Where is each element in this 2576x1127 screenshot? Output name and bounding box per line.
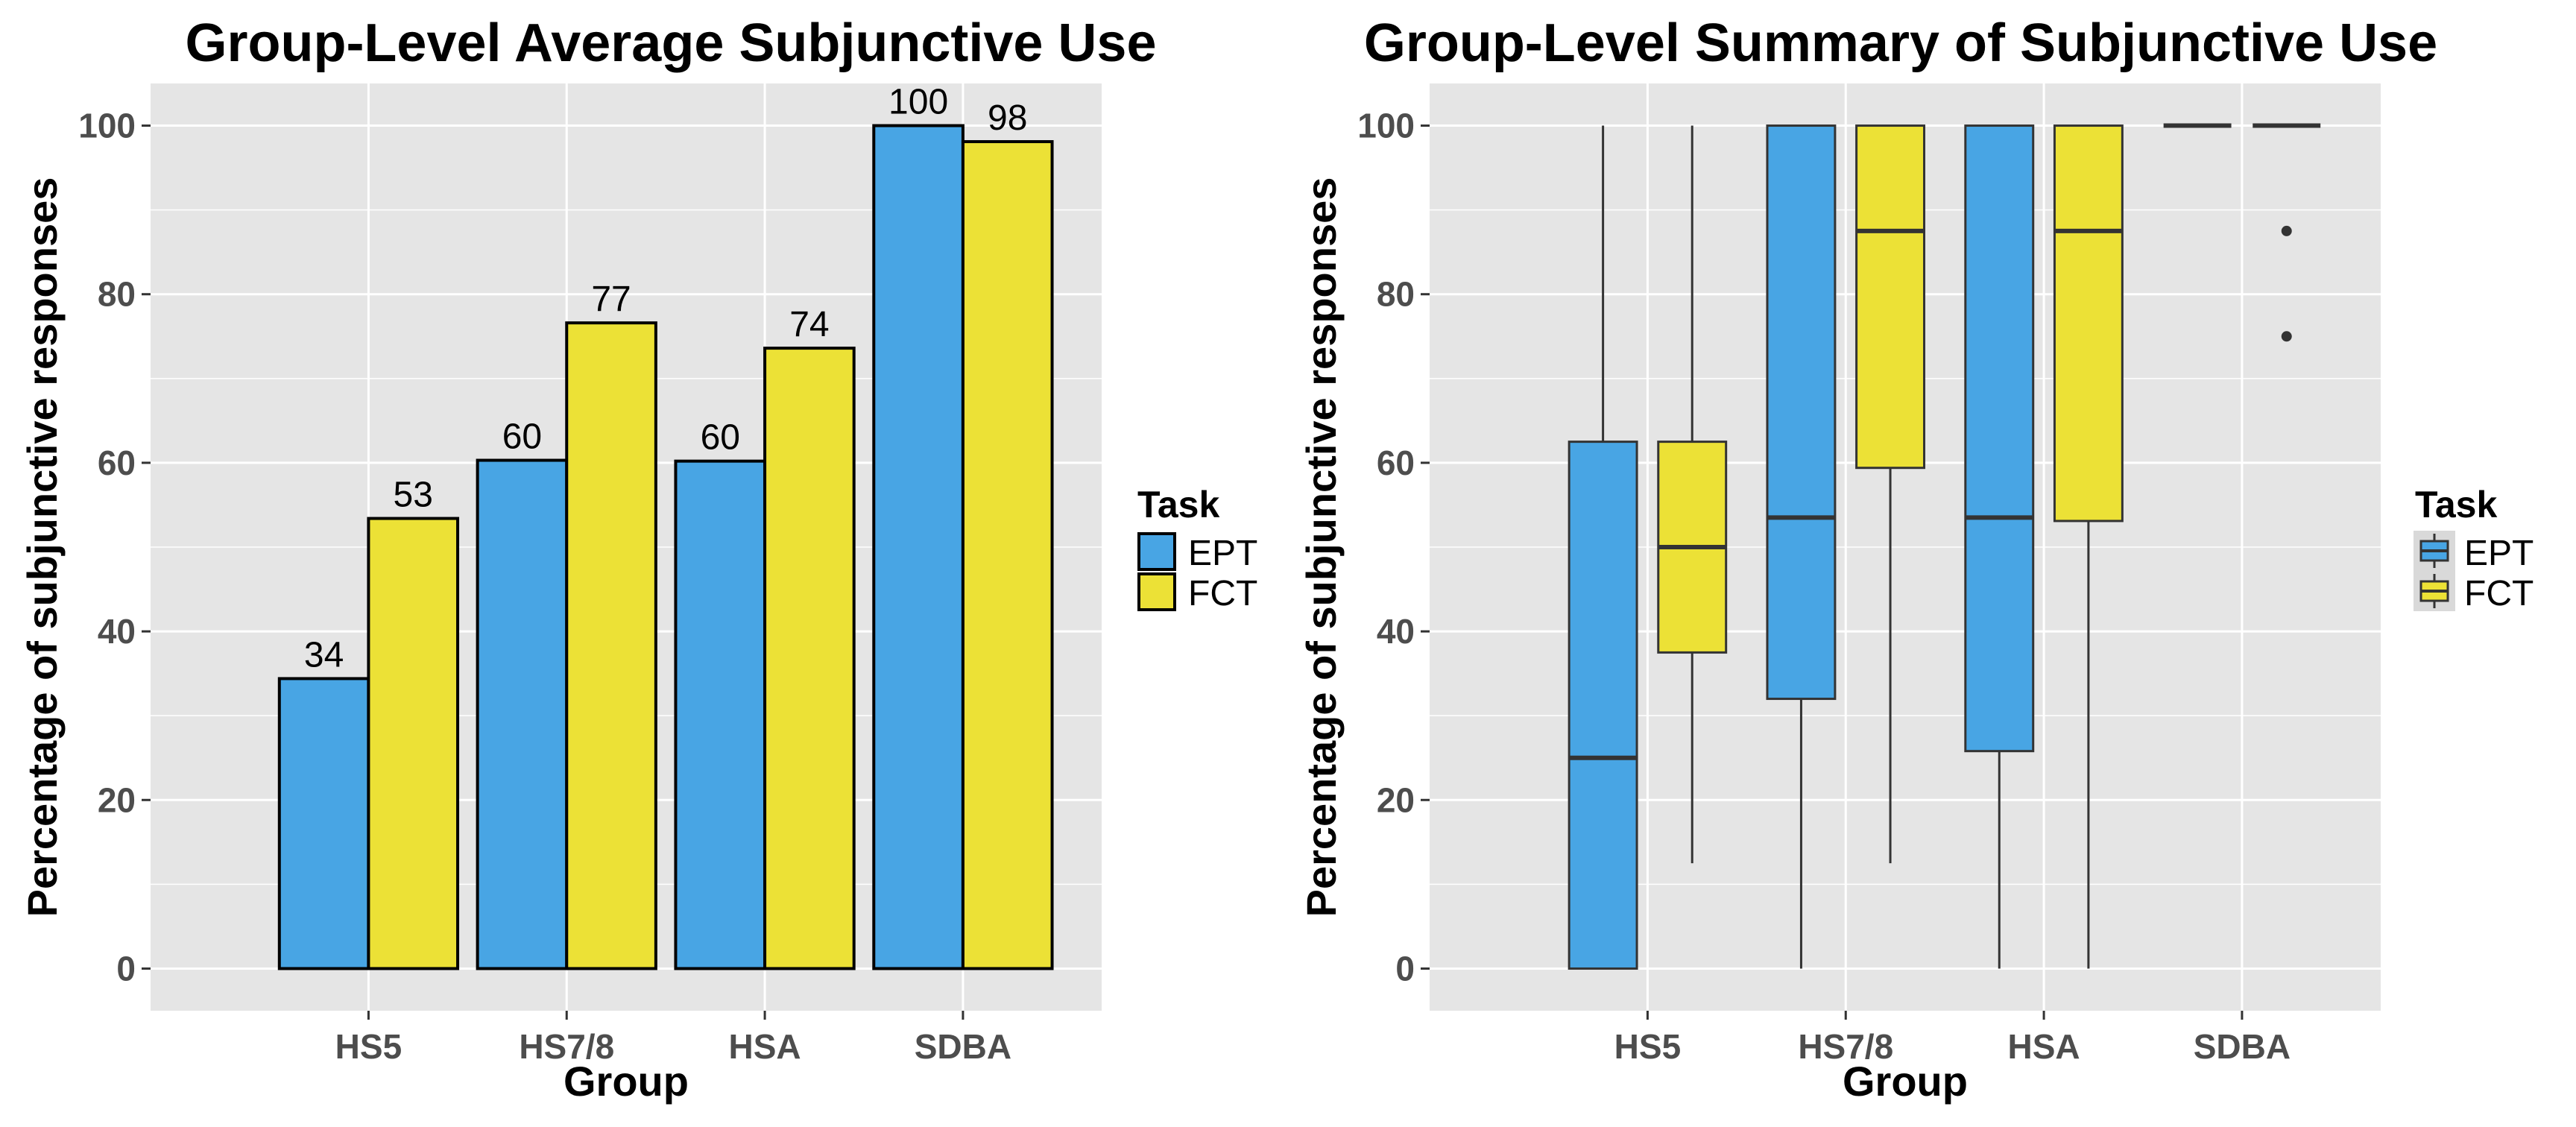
legend-key-fct (1137, 572, 1176, 611)
legend-key-fct (2419, 574, 2449, 608)
x-axis-title: Group (1843, 1058, 1968, 1105)
x-tick-label: SDBA (915, 1027, 1011, 1066)
outlier-point (2281, 225, 2292, 236)
data-label-ept-hs5: 34 (304, 635, 344, 675)
legend: Task EPT FCT (2414, 484, 2534, 613)
box-fct-hsa (2053, 124, 2124, 969)
y-tick-label: 100 (1357, 107, 1415, 145)
bar-fct-hsa (763, 347, 856, 970)
data-label-ept-sdba: 100 (888, 83, 948, 122)
chart-title: Group-Level Average Subjunctive Use (185, 13, 1156, 73)
legend-key-ept (1137, 532, 1176, 571)
x-tick-label: HSA (729, 1027, 801, 1066)
legend-label-ept: EPT (1188, 534, 1257, 573)
y-tick-label: 60 (98, 443, 136, 482)
bar-fct-hs7-8 (565, 321, 657, 970)
data-label-fct-hs7-8: 77 (591, 280, 631, 319)
bar-ept-hs7-8 (476, 458, 569, 970)
x-tick-label: HS5 (1614, 1027, 1681, 1066)
y-tick-label: 0 (1395, 949, 1415, 988)
data-label-ept-hs7-8: 60 (502, 417, 542, 457)
box-body (1766, 124, 1837, 701)
y-axis-title: Percentage of subjunctive responses (1298, 177, 1345, 918)
legend-label-fct: FCT (2464, 574, 2534, 613)
outlier-point (2281, 331, 2292, 342)
y-tick-label: 0 (116, 949, 136, 988)
y-axis: 0 20 40 60 80 100 (78, 107, 151, 988)
bar-chart: Group-Level Average Subjunctive Use 34 60… (19, 13, 1257, 1105)
x-axis-title: Group (564, 1058, 689, 1105)
box-ept-hs7-8 (1766, 124, 1837, 969)
bars (277, 124, 1054, 970)
bar-fct-sdba (961, 140, 1054, 970)
bar-ept-hs5 (277, 677, 370, 970)
chart-title: Group-Level Summary of Subjunctive Use (1364, 13, 2437, 73)
x-axis: HS5 HS7/8 HSA SDBA (335, 1011, 1011, 1066)
x-tick-label: HS5 (335, 1027, 402, 1066)
y-tick-label: 40 (98, 612, 136, 651)
y-tick-label: 100 (78, 107, 136, 145)
x-tick-label: HS7/8 (1798, 1027, 1893, 1066)
legend: Task EPT FCT (1137, 484, 1257, 613)
y-tick-label: 80 (1377, 275, 1415, 314)
boxes (1568, 123, 2321, 970)
bar-ept-sdba (872, 124, 965, 970)
legend-label-ept: EPT (2464, 534, 2534, 573)
legend-title: Task (1137, 484, 1219, 525)
data-label-fct-hs5: 53 (394, 476, 433, 515)
box-body (2053, 124, 2124, 523)
box-ept-hs5 (1568, 125, 1638, 970)
box-body (1855, 124, 1926, 470)
x-tick-label: HSA (2008, 1027, 2080, 1066)
x-tick-label: SDBA (2194, 1027, 2291, 1066)
y-tick-label: 60 (1377, 443, 1415, 482)
bar-ept-hsa (674, 459, 767, 970)
box-fct-hs7-8 (1855, 124, 1926, 864)
data-label-fct-sdba: 98 (988, 98, 1027, 138)
data-labels: 34 60 60 100 53 77 74 98 (304, 83, 1028, 675)
box-plot-chart: Group-Level Summary of Subjunctive Use 0… (1298, 13, 2534, 1105)
box-fct-sdba (2253, 123, 2321, 342)
data-label-ept-hsa: 60 (701, 418, 740, 458)
legend-key-ept (2419, 534, 2449, 568)
box-fct-hs5 (1657, 125, 1728, 864)
box-ept-hsa (1964, 124, 2035, 969)
x-tick-label: HS7/8 (519, 1027, 614, 1066)
y-tick-label: 80 (98, 275, 136, 314)
legend-label-fct: FCT (1188, 574, 1257, 613)
box-body (1568, 441, 1638, 970)
y-tick-label: 20 (1377, 780, 1415, 819)
y-axis: 0 20 40 60 80 100 (1357, 107, 1430, 988)
x-axis: HS5 HS7/8 HSA SDBA (1614, 1011, 2291, 1066)
data-label-fct-hsa: 74 (789, 305, 829, 344)
y-axis-title: Percentage of subjunctive responses (19, 177, 66, 918)
bar-fct-hs5 (367, 517, 460, 970)
box-body (1964, 124, 2035, 753)
y-tick-label: 20 (98, 780, 136, 819)
legend-title: Task (2415, 484, 2497, 525)
y-tick-label: 40 (1377, 612, 1415, 651)
